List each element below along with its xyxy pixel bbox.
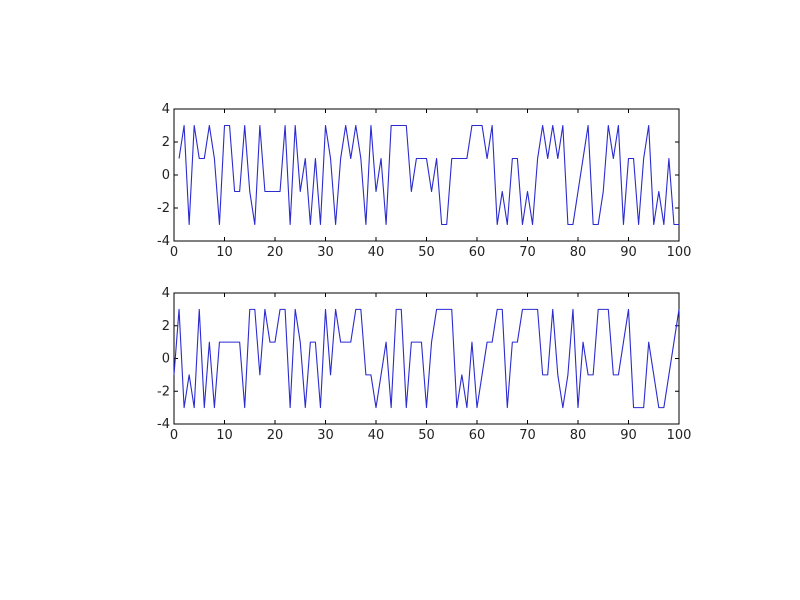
y-tick-label: -4 <box>157 234 170 249</box>
x-tick-label: 20 <box>267 245 284 260</box>
y-tick-label: 0 <box>162 168 170 183</box>
x-tick-label: 50 <box>418 428 435 443</box>
bottom-subplot: 0 10 20 30 40 50 60 70 80 90 100 -4 -2 0 2 4 <box>157 286 691 443</box>
y-tick-label: 0 <box>162 352 170 367</box>
top-subplot: 0 10 20 30 40 50 60 70 80 90 100 -4 -2 0 2 4 <box>157 102 691 260</box>
x-tick-label: 70 <box>519 428 536 443</box>
x-tick-label: 90 <box>620 245 637 260</box>
y-tick-label: -2 <box>157 384 170 399</box>
y-tick-label: -2 <box>157 201 170 216</box>
x-tick-label: 0 <box>170 245 178 260</box>
y-tick-label: 4 <box>162 286 170 301</box>
x-tick-label: 40 <box>368 245 385 260</box>
x-tick-label: 100 <box>667 428 692 443</box>
series-line <box>178 124 679 226</box>
x-tick-label: 10 <box>216 245 233 260</box>
series-line <box>173 308 680 409</box>
y-tick-label: -4 <box>157 417 170 432</box>
y-tick-label: 4 <box>162 102 170 117</box>
y-tick-label: 2 <box>162 135 170 150</box>
x-tick-label: 60 <box>469 428 486 443</box>
x-tick-label: 30 <box>317 245 334 260</box>
x-tick-label: 20 <box>267 428 284 443</box>
x-tick-label: 80 <box>570 245 587 260</box>
x-tick-label: 60 <box>469 245 486 260</box>
x-tick-label: 40 <box>368 428 385 443</box>
x-tick-label: 80 <box>570 428 587 443</box>
x-tick-label: 30 <box>317 428 334 443</box>
x-tick-label: 0 <box>170 428 178 443</box>
x-tick-label: 50 <box>418 245 435 260</box>
x-tick-label: 100 <box>667 245 692 260</box>
x-tick-label: 90 <box>620 428 637 443</box>
x-tick-label: 10 <box>216 428 233 443</box>
x-tick-label: 70 <box>519 245 536 260</box>
y-tick-label: 2 <box>162 319 170 334</box>
